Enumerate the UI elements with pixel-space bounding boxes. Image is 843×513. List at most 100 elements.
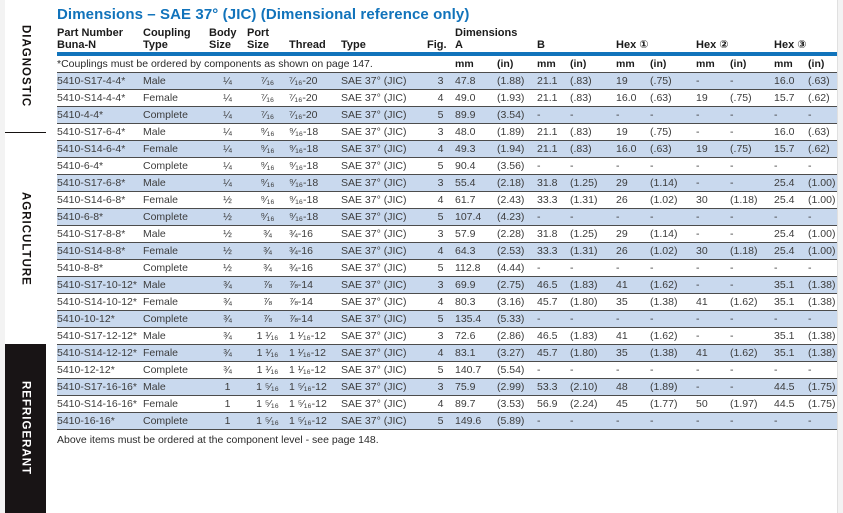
cell-body-size: ¼ <box>209 140 247 158</box>
col-body-line2: Size <box>209 39 232 51</box>
cell-b-mm: 31.8 <box>537 225 571 243</box>
cell-a-mm: 80.3 <box>455 293 497 311</box>
cell-hex3-in: - <box>808 412 838 430</box>
cell-thread: 1 ⁵⁄₁₆-12 <box>289 412 341 430</box>
table-row: 5410-S17-6-4* Male ¼ ⁹⁄₁₆ ⁹⁄₁₆-18 SAE 37… <box>57 123 838 141</box>
cell-hex3-mm: 16.0 <box>774 72 809 90</box>
cell-part-number: 5410-6-4* <box>57 157 143 175</box>
cell-type: SAE 37° (JIC) <box>341 344 427 362</box>
cell-a-in: (2.99) <box>497 378 538 396</box>
col-body-size: Body Size <box>209 27 247 56</box>
cell-a-in: (3.16) <box>497 293 538 311</box>
table-row: 5410-S17-12-12* Male ¾ 1 ¹⁄₁₆ 1 ¹⁄₁₆-12 … <box>57 327 838 345</box>
cell-part-number: 5410-16-16* <box>57 412 143 430</box>
table-row: 5410-10-12* Complete ¾ ⅞ ⅞-14 SAE 37° (J… <box>57 310 838 328</box>
cell-port-size: ⁹⁄₁₆ <box>247 191 289 209</box>
cell-body-size: ¾ <box>209 361 247 379</box>
cell-a-mm: 57.9 <box>455 225 497 243</box>
col-coupling-type: Coupling Type <box>143 27 209 56</box>
table-row: 5410-6-8* Complete ½ ⁹⁄₁₆ ⁹⁄₁₆-18 SAE 37… <box>57 208 838 226</box>
tab-agriculture: AGRICULTURE <box>5 134 46 344</box>
cell-b-in: (1.83) <box>570 327 617 345</box>
cell-thread: 1 ¹⁄₁₆-12 <box>289 361 341 379</box>
header-row: Part Number Buna-N Coupling Type Body Si… <box>57 27 838 56</box>
cell-type: SAE 37° (JIC) <box>341 174 427 192</box>
cell-hex2-in: (1.62) <box>730 344 775 362</box>
cell-type: SAE 37° (JIC) <box>341 327 427 345</box>
cell-hex1-mm: 35 <box>616 344 651 362</box>
cell-port-size: ⁹⁄₁₆ <box>247 157 289 175</box>
col-port-line2: Size <box>247 39 270 51</box>
cell-part-number: 5410-S17-10-12* <box>57 276 143 294</box>
cell-hex1-mm: 26 <box>616 242 651 260</box>
cell-hex3-mm: 44.5 <box>774 395 809 413</box>
cell-thread: 1 ¹⁄₁₆-12 <box>289 344 341 362</box>
cell-fig: 5 <box>427 361 455 379</box>
cell-a-in: (5.89) <box>497 412 538 430</box>
cell-thread: 1 ⁵⁄₁₆-12 <box>289 395 341 413</box>
cell-hex3-mm: 16.0 <box>774 123 809 141</box>
hex3-mm-label: mm <box>774 54 809 73</box>
cell-b-in: - <box>570 412 617 430</box>
cell-b-in: - <box>570 361 617 379</box>
col-dimensions-label: Dimensions <box>455 27 518 39</box>
table-row: 5410-S14-4-4* Female ¼ ⁷⁄₁₆ ⁷⁄₁₆-20 SAE … <box>57 89 838 107</box>
col-type: Type <box>341 27 427 56</box>
cell-hex3-mm: - <box>774 361 809 379</box>
cell-fig: 3 <box>427 327 455 345</box>
cell-body-size: ½ <box>209 225 247 243</box>
col-part-number-line2: Buna-N <box>57 39 97 51</box>
cell-a-in: (4.44) <box>497 259 538 277</box>
cell-type: SAE 37° (JIC) <box>341 259 427 277</box>
cell-hex1-mm: - <box>616 106 651 124</box>
cell-fig: 3 <box>427 378 455 396</box>
cell-coupling-type: Female <box>143 191 209 209</box>
cell-port-size: ⁷⁄₁₆ <box>247 89 289 107</box>
cell-hex2-in: - <box>730 225 775 243</box>
cell-port-size: 1 ¹⁄₁₆ <box>247 361 289 379</box>
cell-hex3-mm: 15.7 <box>774 140 809 158</box>
cell-a-in: (4.23) <box>497 208 538 226</box>
cell-hex1-in: (1.38) <box>650 293 697 311</box>
pre-table-note: *Couplings must be ordered by components… <box>57 54 455 73</box>
cell-port-size: ⅞ <box>247 276 289 294</box>
cell-hex3-in: (1.00) <box>808 242 838 260</box>
cell-a-mm: 89.7 <box>455 395 497 413</box>
cell-type: SAE 37° (JIC) <box>341 191 427 209</box>
cell-body-size: ¾ <box>209 276 247 294</box>
cell-hex1-mm: 35 <box>616 293 651 311</box>
cell-fig: 5 <box>427 157 455 175</box>
cell-hex1-in: (1.02) <box>650 242 697 260</box>
cell-thread: ¾-16 <box>289 225 341 243</box>
cell-hex2-in: - <box>730 208 775 226</box>
cell-b-mm: 33.3 <box>537 191 571 209</box>
cell-type: SAE 37° (JIC) <box>341 225 427 243</box>
cell-coupling-type: Male <box>143 327 209 345</box>
cell-thread: ⁷⁄₁₆-20 <box>289 72 341 90</box>
cell-hex2-in: - <box>730 361 775 379</box>
cell-coupling-type: Complete <box>143 106 209 124</box>
cell-body-size: ¼ <box>209 72 247 90</box>
cell-part-number: 5410-S14-6-4* <box>57 140 143 158</box>
cell-hex2-in: (1.62) <box>730 293 775 311</box>
tab-diagnostic: DIAGNOSTIC <box>5 0 46 133</box>
cell-hex3-in: (.62) <box>808 89 838 107</box>
table-row: 5410-S17-6-8* Male ¼ ⁹⁄₁₆ ⁹⁄₁₆-18 SAE 37… <box>57 174 838 192</box>
cell-b-in: (1.31) <box>570 242 617 260</box>
cell-coupling-type: Complete <box>143 259 209 277</box>
col-part-number: Part Number Buna-N <box>57 27 143 56</box>
cell-b-mm: 33.3 <box>537 242 571 260</box>
cell-thread: ⁹⁄₁₆-18 <box>289 123 341 141</box>
cell-hex2-mm: - <box>696 378 731 396</box>
cell-hex3-in: (1.75) <box>808 395 838 413</box>
cell-part-number: 5410-S14-6-8* <box>57 191 143 209</box>
cell-type: SAE 37° (JIC) <box>341 310 427 328</box>
cell-fig: 3 <box>427 174 455 192</box>
cell-b-mm: 45.7 <box>537 293 571 311</box>
dimensions-table: Part Number Buna-N Coupling Type Body Si… <box>57 27 838 430</box>
cell-type: SAE 37° (JIC) <box>341 276 427 294</box>
cell-hex3-mm: - <box>774 157 809 175</box>
cell-hex3-in: (1.00) <box>808 174 838 192</box>
cell-b-in: (1.80) <box>570 344 617 362</box>
cell-a-in: (3.53) <box>497 395 538 413</box>
